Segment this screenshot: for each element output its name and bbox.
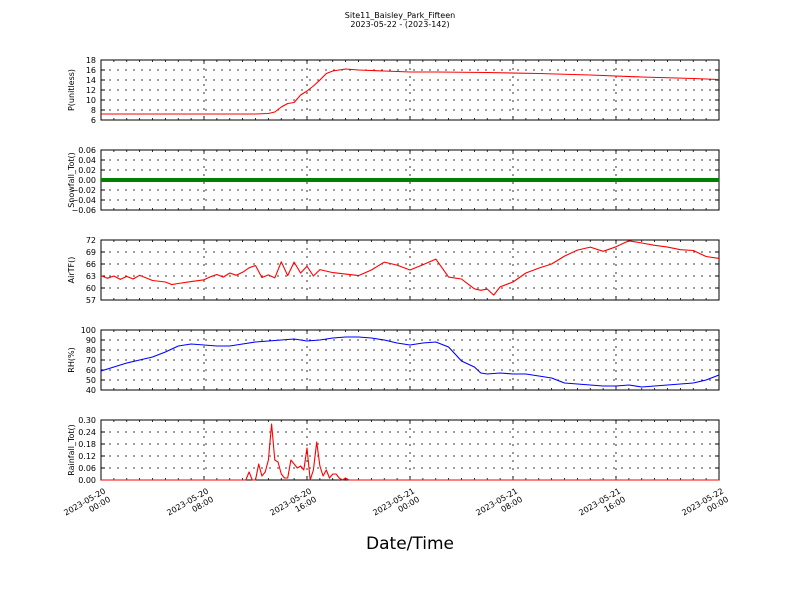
panel-2-y-tick-label: 0.02 [78, 166, 96, 175]
panel-5-y-tick-label: 0.00 [78, 476, 96, 485]
panel-5-y-axis-label: Rainfall_Tot() [67, 424, 76, 476]
panel-3-y-tick-label: 63 [86, 272, 96, 281]
panel-4-y-tick-label: 60 [86, 366, 96, 375]
panel-1-y-tick-label: 16 [86, 66, 96, 75]
panel-1-y-tick-label: 12 [86, 86, 96, 95]
panel-3-y-tick-label: 66 [86, 260, 96, 269]
x-tick-label: 2023-05-2108:00 [474, 486, 524, 525]
panel-1-y-axis-label: P(unitless) [67, 69, 76, 111]
panel-2-y-tick-label: −0.06 [71, 206, 96, 215]
panel-3-y-axis-label: AirTF() [67, 257, 76, 284]
x-tick-label: 2023-05-2100:00 [371, 486, 421, 525]
panel-1-y-tick-label: 10 [86, 96, 96, 105]
x-tick-label: 2023-05-2200:00 [680, 486, 730, 525]
panel-2-y-tick-label: 0.00 [78, 176, 96, 185]
panel-2-y-tick-label: 0.04 [78, 156, 96, 165]
panel-1-y-tick-label: 6 [91, 116, 96, 125]
panel-4-y-tick-label: 70 [86, 356, 96, 365]
x-axis-label: Date/Time [366, 534, 454, 554]
panel-4-y-tick-label: 90 [86, 336, 96, 345]
x-tick-label: 2023-05-2000:00 [62, 486, 112, 525]
panel-1-series-line [101, 68, 720, 115]
panel-2-y-tick-label: −0.04 [71, 196, 96, 205]
panel-4-y-tick-label: 80 [86, 346, 96, 355]
panel-5-series-line [101, 423, 719, 481]
panel-2-y-tick-label: −0.02 [71, 186, 96, 195]
chart-subtitle: 2023-05-22 - (2023-142) [350, 20, 450, 29]
panel-1-y-tick-label: 8 [91, 106, 96, 115]
panel-5-y-tick-label: 0.18 [78, 440, 96, 449]
panel-3-series-line [100, 240, 720, 296]
panel-2-y-axis-label: Snowfall_Tot() [67, 152, 76, 208]
panel-3-y-tick-label: 60 [86, 284, 96, 293]
panel-4-y-tick-label: 50 [86, 376, 96, 385]
panel-5-y-tick-label: 0.06 [78, 464, 96, 473]
panel-1-y-tick-label: 18 [86, 56, 96, 65]
panel-3-y-tick-label: 72 [86, 236, 96, 245]
panel-3-y-tick-label: 69 [86, 248, 96, 257]
panel-2-y-tick-label: 0.06 [78, 146, 96, 155]
panel-4-series-line [100, 336, 720, 388]
chart-title: Site11_Baisley_Park_Fifteen [344, 11, 456, 20]
panel-5-y-tick-label: 0.12 [78, 452, 96, 461]
x-tick-label: 2023-05-2008:00 [165, 486, 215, 525]
x-tick-label: 2023-05-2016:00 [268, 486, 318, 525]
panel-4-y-tick-label: 40 [86, 386, 96, 395]
panel-4-y-tick-label: 100 [81, 326, 96, 335]
panel-3-y-tick-label: 57 [86, 296, 96, 305]
panel-4-y-axis-label: RH(%) [67, 347, 76, 372]
x-tick-label: 2023-05-2116:00 [577, 486, 627, 525]
panel-1-y-tick-label: 14 [86, 76, 96, 85]
panel-5-y-tick-label: 0.24 [78, 428, 96, 437]
panel-5-y-tick-label: 0.30 [78, 416, 96, 425]
